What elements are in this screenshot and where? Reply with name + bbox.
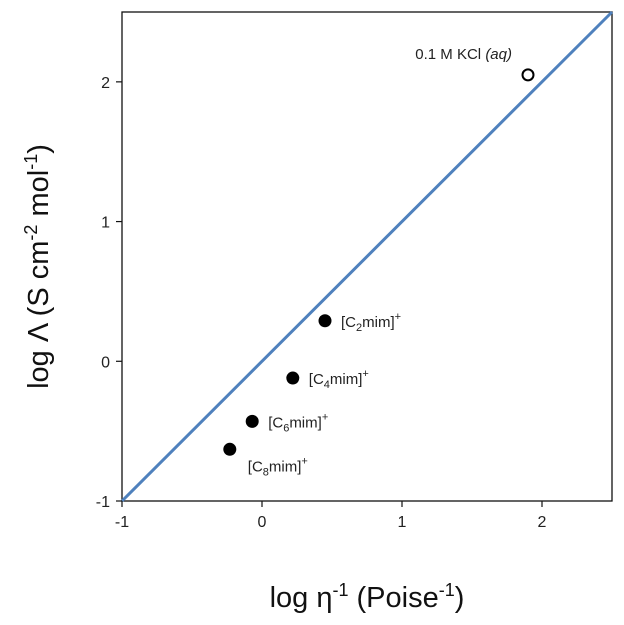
axis-ticks: -1 0 1 2 -1 0 1 2 xyxy=(96,75,547,531)
y-tick-label: -1 xyxy=(96,494,110,511)
data-point-filled xyxy=(286,371,300,385)
data-point-filled xyxy=(318,314,332,328)
x-tick-label: 0 xyxy=(258,514,267,531)
point-label: [C2mim]+ xyxy=(341,311,401,334)
y-axis-label: log Λ (S cm-2 mol-1) xyxy=(21,144,55,389)
y-tick-label: 1 xyxy=(101,215,110,232)
data-points xyxy=(223,68,535,456)
data-point-filled xyxy=(223,442,237,456)
x-tick-label: -1 xyxy=(115,514,129,531)
plot-area xyxy=(120,10,614,503)
plot-frame xyxy=(121,11,613,502)
reference-line xyxy=(120,10,614,503)
point-label: [C4mim]+ xyxy=(309,368,369,391)
y-tick-label: 0 xyxy=(101,354,110,371)
point-label: [C8mim]+ xyxy=(248,455,308,478)
point-label: [C6mim]+ xyxy=(268,411,328,434)
x-tick-label: 1 xyxy=(398,514,407,531)
data-point-filled xyxy=(245,414,259,428)
y-tick-label: 2 xyxy=(101,75,110,92)
x-axis-label: log η-1 (Poise-1) xyxy=(270,580,465,614)
x-tick-label: 2 xyxy=(538,514,547,531)
point-label: 0.1 M KCl (aq) xyxy=(415,46,512,63)
point-labels: 0.1 M KCl (aq) [C2mim]+ [C4mim]+ [C6mim]+ [C… xyxy=(248,46,512,478)
data-point-open xyxy=(521,68,535,82)
